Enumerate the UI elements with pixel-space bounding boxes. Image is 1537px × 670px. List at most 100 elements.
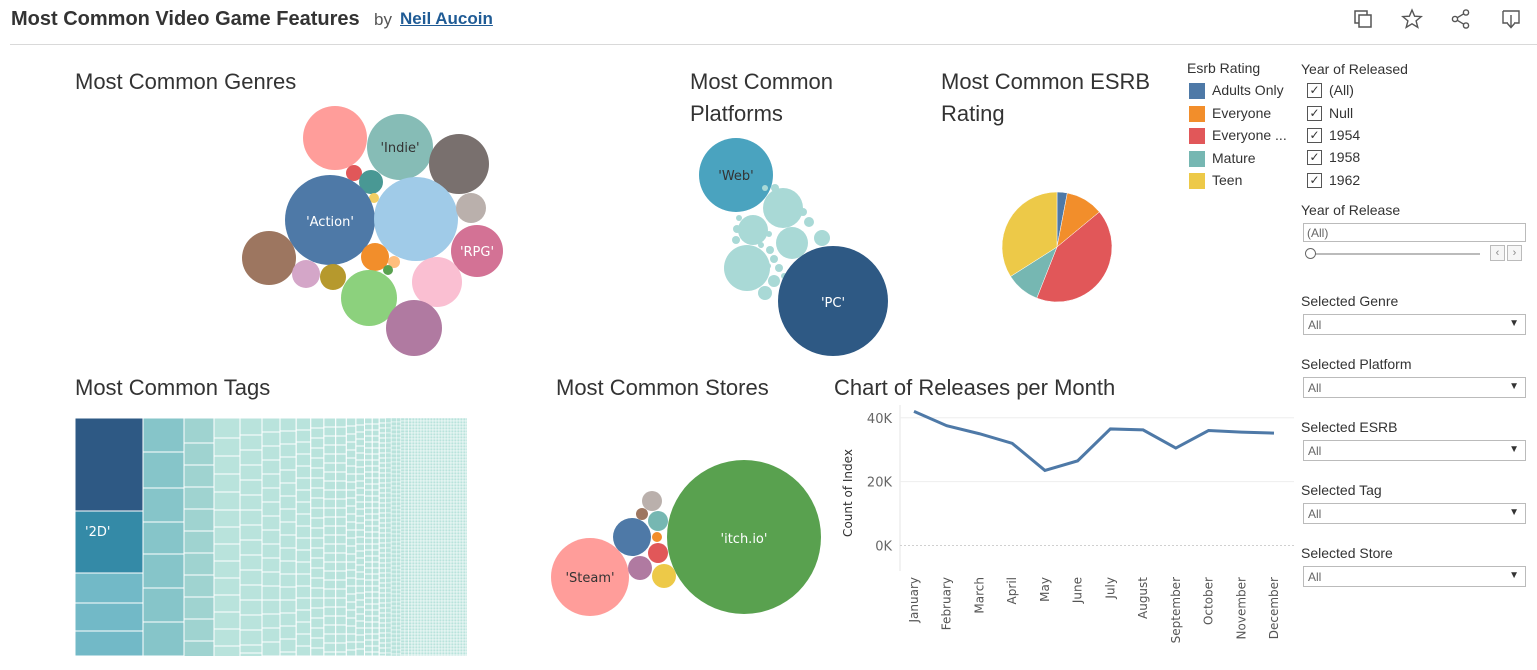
treemap-cell[interactable]: [432, 450, 437, 455]
treemap-cell[interactable]: [426, 597, 431, 602]
treemap-cell[interactable]: [345, 545, 357, 555]
treemap-cell[interactable]: [453, 459, 458, 464]
treemap-cell[interactable]: [323, 471, 337, 482]
treemap-cell[interactable]: [465, 549, 467, 554]
treemap-cell[interactable]: [371, 537, 380, 545]
treemap-cell[interactable]: [408, 561, 413, 566]
treemap-cell[interactable]: [423, 600, 428, 605]
treemap-cell[interactable]: [420, 492, 425, 497]
treemap-cell[interactable]: [447, 555, 452, 560]
treemap-cell[interactable]: [432, 528, 437, 533]
treemap-cell[interactable]: [429, 654, 434, 656]
treemap-cell[interactable]: [420, 573, 425, 578]
treemap-cell[interactable]: [447, 531, 452, 536]
treemap-cell[interactable]: [444, 474, 449, 479]
treemap-cell[interactable]: [432, 477, 437, 482]
treemap-cell[interactable]: [432, 639, 437, 644]
treemap-cell[interactable]: [400, 501, 406, 506]
treemap-cell[interactable]: [465, 504, 467, 509]
platform-bubble[interactable]: [770, 255, 778, 263]
treemap-cell[interactable]: [385, 632, 392, 639]
treemap-cell[interactable]: [447, 507, 452, 512]
treemap-cell[interactable]: [462, 630, 467, 635]
treemap-cell[interactable]: [453, 549, 458, 554]
treemap-cell[interactable]: [465, 597, 467, 602]
treemap-cell[interactable]: [462, 624, 467, 629]
treemap-cell[interactable]: [408, 435, 413, 440]
treemap-cell[interactable]: [465, 426, 467, 431]
treemap-cell[interactable]: [364, 519, 373, 527]
treemap-cell[interactable]: [438, 513, 443, 518]
treemap-cell[interactable]: [417, 480, 422, 485]
treemap-cell[interactable]: [414, 418, 419, 422]
treemap-cell[interactable]: [385, 442, 392, 449]
treemap-cell[interactable]: [404, 525, 409, 530]
treemap-cell[interactable]: [435, 639, 440, 644]
treemap-cell[interactable]: [400, 615, 406, 620]
treemap-cell[interactable]: [420, 564, 425, 569]
treemap-cell[interactable]: [390, 505, 397, 511]
treemap-cell[interactable]: [420, 486, 425, 491]
treemap-cell[interactable]: [400, 630, 406, 635]
treemap-cell[interactable]: [417, 453, 422, 458]
treemap-cell[interactable]: [411, 450, 416, 455]
platform-bubble[interactable]: [762, 185, 768, 191]
treemap-cell[interactable]: [385, 482, 392, 489]
treemap-cell[interactable]: [453, 492, 458, 497]
treemap-cell[interactable]: [378, 612, 387, 619]
treemap-cell[interactable]: [414, 522, 419, 527]
treemap-cell[interactable]: [408, 588, 413, 593]
treemap-cell[interactable]: [310, 487, 325, 499]
treemap-cell[interactable]: [444, 516, 449, 521]
treemap-cell[interactable]: [459, 492, 464, 497]
treemap-cell[interactable]: [435, 418, 440, 422]
treemap-cell[interactable]: [456, 423, 461, 428]
treemap-cell[interactable]: [447, 639, 452, 644]
treemap-cell[interactable]: [429, 474, 434, 479]
treemap-cell[interactable]: [462, 585, 467, 590]
treemap-cell[interactable]: [417, 540, 422, 545]
treemap-cell[interactable]: [404, 591, 409, 596]
treemap-cell[interactable]: [411, 453, 416, 458]
treemap-cell[interactable]: [390, 653, 397, 656]
treemap-cell[interactable]: [423, 450, 428, 455]
treemap-cell[interactable]: [423, 561, 428, 566]
treemap-cell[interactable]: [450, 546, 455, 551]
treemap-cell[interactable]: [441, 471, 446, 476]
treemap-cell[interactable]: [355, 564, 366, 573]
treemap-cell[interactable]: [390, 433, 397, 439]
treemap-cell[interactable]: [429, 576, 434, 581]
treemap-cell[interactable]: [447, 525, 452, 530]
treemap-cell[interactable]: [444, 609, 449, 614]
treemap-cell[interactable]: [404, 609, 409, 614]
treemap-cell[interactable]: [444, 444, 449, 449]
treemap-cell[interactable]: [453, 441, 458, 446]
treemap-cell[interactable]: [438, 471, 443, 476]
treemap-cell[interactable]: [404, 594, 409, 599]
treemap-cell[interactable]: [456, 597, 461, 602]
treemap-cell[interactable]: [447, 477, 452, 482]
treemap-cell[interactable]: [432, 549, 437, 554]
treemap-cell[interactable]: [395, 541, 402, 547]
treemap-cell[interactable]: [429, 612, 434, 617]
treemap-cell[interactable]: [408, 420, 413, 425]
store-bubble[interactable]: [613, 518, 651, 556]
treemap-cell[interactable]: [385, 527, 392, 534]
treemap-cell[interactable]: [456, 429, 461, 434]
treemap-cell[interactable]: [411, 615, 416, 620]
treemap-cell[interactable]: [414, 468, 419, 473]
checkbox-checked-icon[interactable]: ✓: [1307, 173, 1322, 188]
treemap-cell[interactable]: [417, 582, 422, 587]
treemap-cell[interactable]: [465, 552, 467, 557]
treemap-cell[interactable]: [432, 504, 437, 509]
treemap-cell[interactable]: [411, 630, 416, 635]
treemap-cell[interactable]: [444, 639, 449, 644]
treemap-cell[interactable]: [239, 629, 263, 646]
treemap-cell[interactable]: [414, 492, 419, 497]
treemap-cell[interactable]: [462, 648, 467, 653]
treemap-cell[interactable]: [450, 615, 455, 620]
treemap-cell[interactable]: [453, 603, 458, 608]
treemap-cell[interactable]: [438, 525, 443, 530]
treemap-cell[interactable]: [411, 489, 416, 494]
treemap-cell[interactable]: [404, 585, 409, 590]
